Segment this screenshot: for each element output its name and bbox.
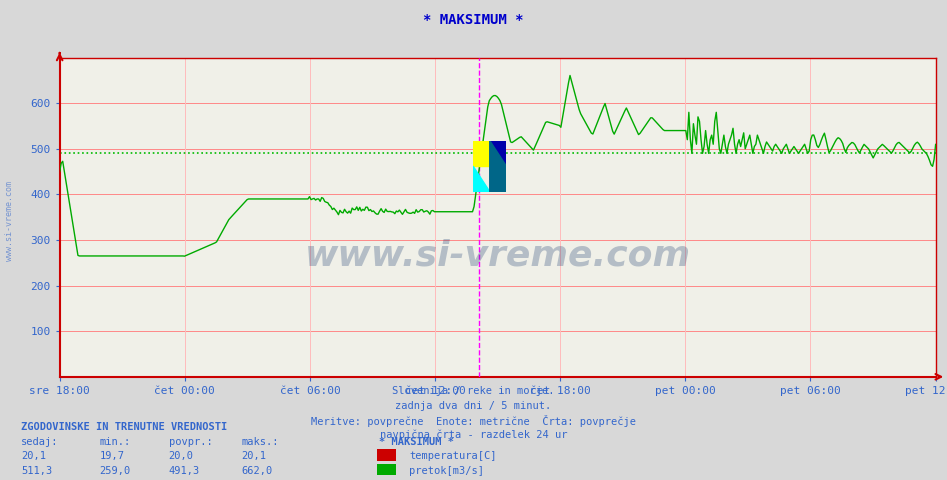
Text: sedaj:: sedaj:	[21, 437, 59, 447]
Text: Meritve: povprečne  Enote: metrične  Črta: povprečje: Meritve: povprečne Enote: metrične Črta:…	[311, 415, 636, 427]
Polygon shape	[490, 141, 507, 192]
Text: Slovenija / reke in morje.: Slovenija / reke in morje.	[392, 386, 555, 396]
Text: 511,3: 511,3	[21, 466, 52, 476]
Text: 19,7: 19,7	[99, 451, 124, 461]
Bar	[474, 141, 490, 166]
Text: temperatura[C]: temperatura[C]	[409, 451, 496, 461]
Text: ZGODOVINSKE IN TRENUTNE VREDNOSTI: ZGODOVINSKE IN TRENUTNE VREDNOSTI	[21, 421, 227, 432]
Text: zadnja dva dni / 5 minut.: zadnja dva dni / 5 minut.	[396, 401, 551, 411]
Text: 491,3: 491,3	[169, 466, 200, 476]
Text: 20,1: 20,1	[21, 451, 45, 461]
Text: 259,0: 259,0	[99, 466, 131, 476]
Text: navpična črta - razdelek 24 ur: navpična črta - razdelek 24 ur	[380, 430, 567, 440]
Text: maks.:: maks.:	[241, 437, 279, 447]
Text: 20,0: 20,0	[169, 451, 193, 461]
Text: 662,0: 662,0	[241, 466, 273, 476]
Text: www.si-vreme.com: www.si-vreme.com	[5, 181, 14, 261]
Polygon shape	[474, 166, 490, 192]
Text: povpr.:: povpr.:	[169, 437, 212, 447]
Bar	[490, 141, 507, 192]
Text: * MAKSIMUM *: * MAKSIMUM *	[423, 13, 524, 27]
Text: 20,1: 20,1	[241, 451, 266, 461]
Text: min.:: min.:	[99, 437, 131, 447]
Text: * MAKSIMUM *: * MAKSIMUM *	[379, 437, 454, 447]
Text: pretok[m3/s]: pretok[m3/s]	[409, 466, 484, 476]
Text: www.si-vreme.com: www.si-vreme.com	[305, 239, 690, 273]
